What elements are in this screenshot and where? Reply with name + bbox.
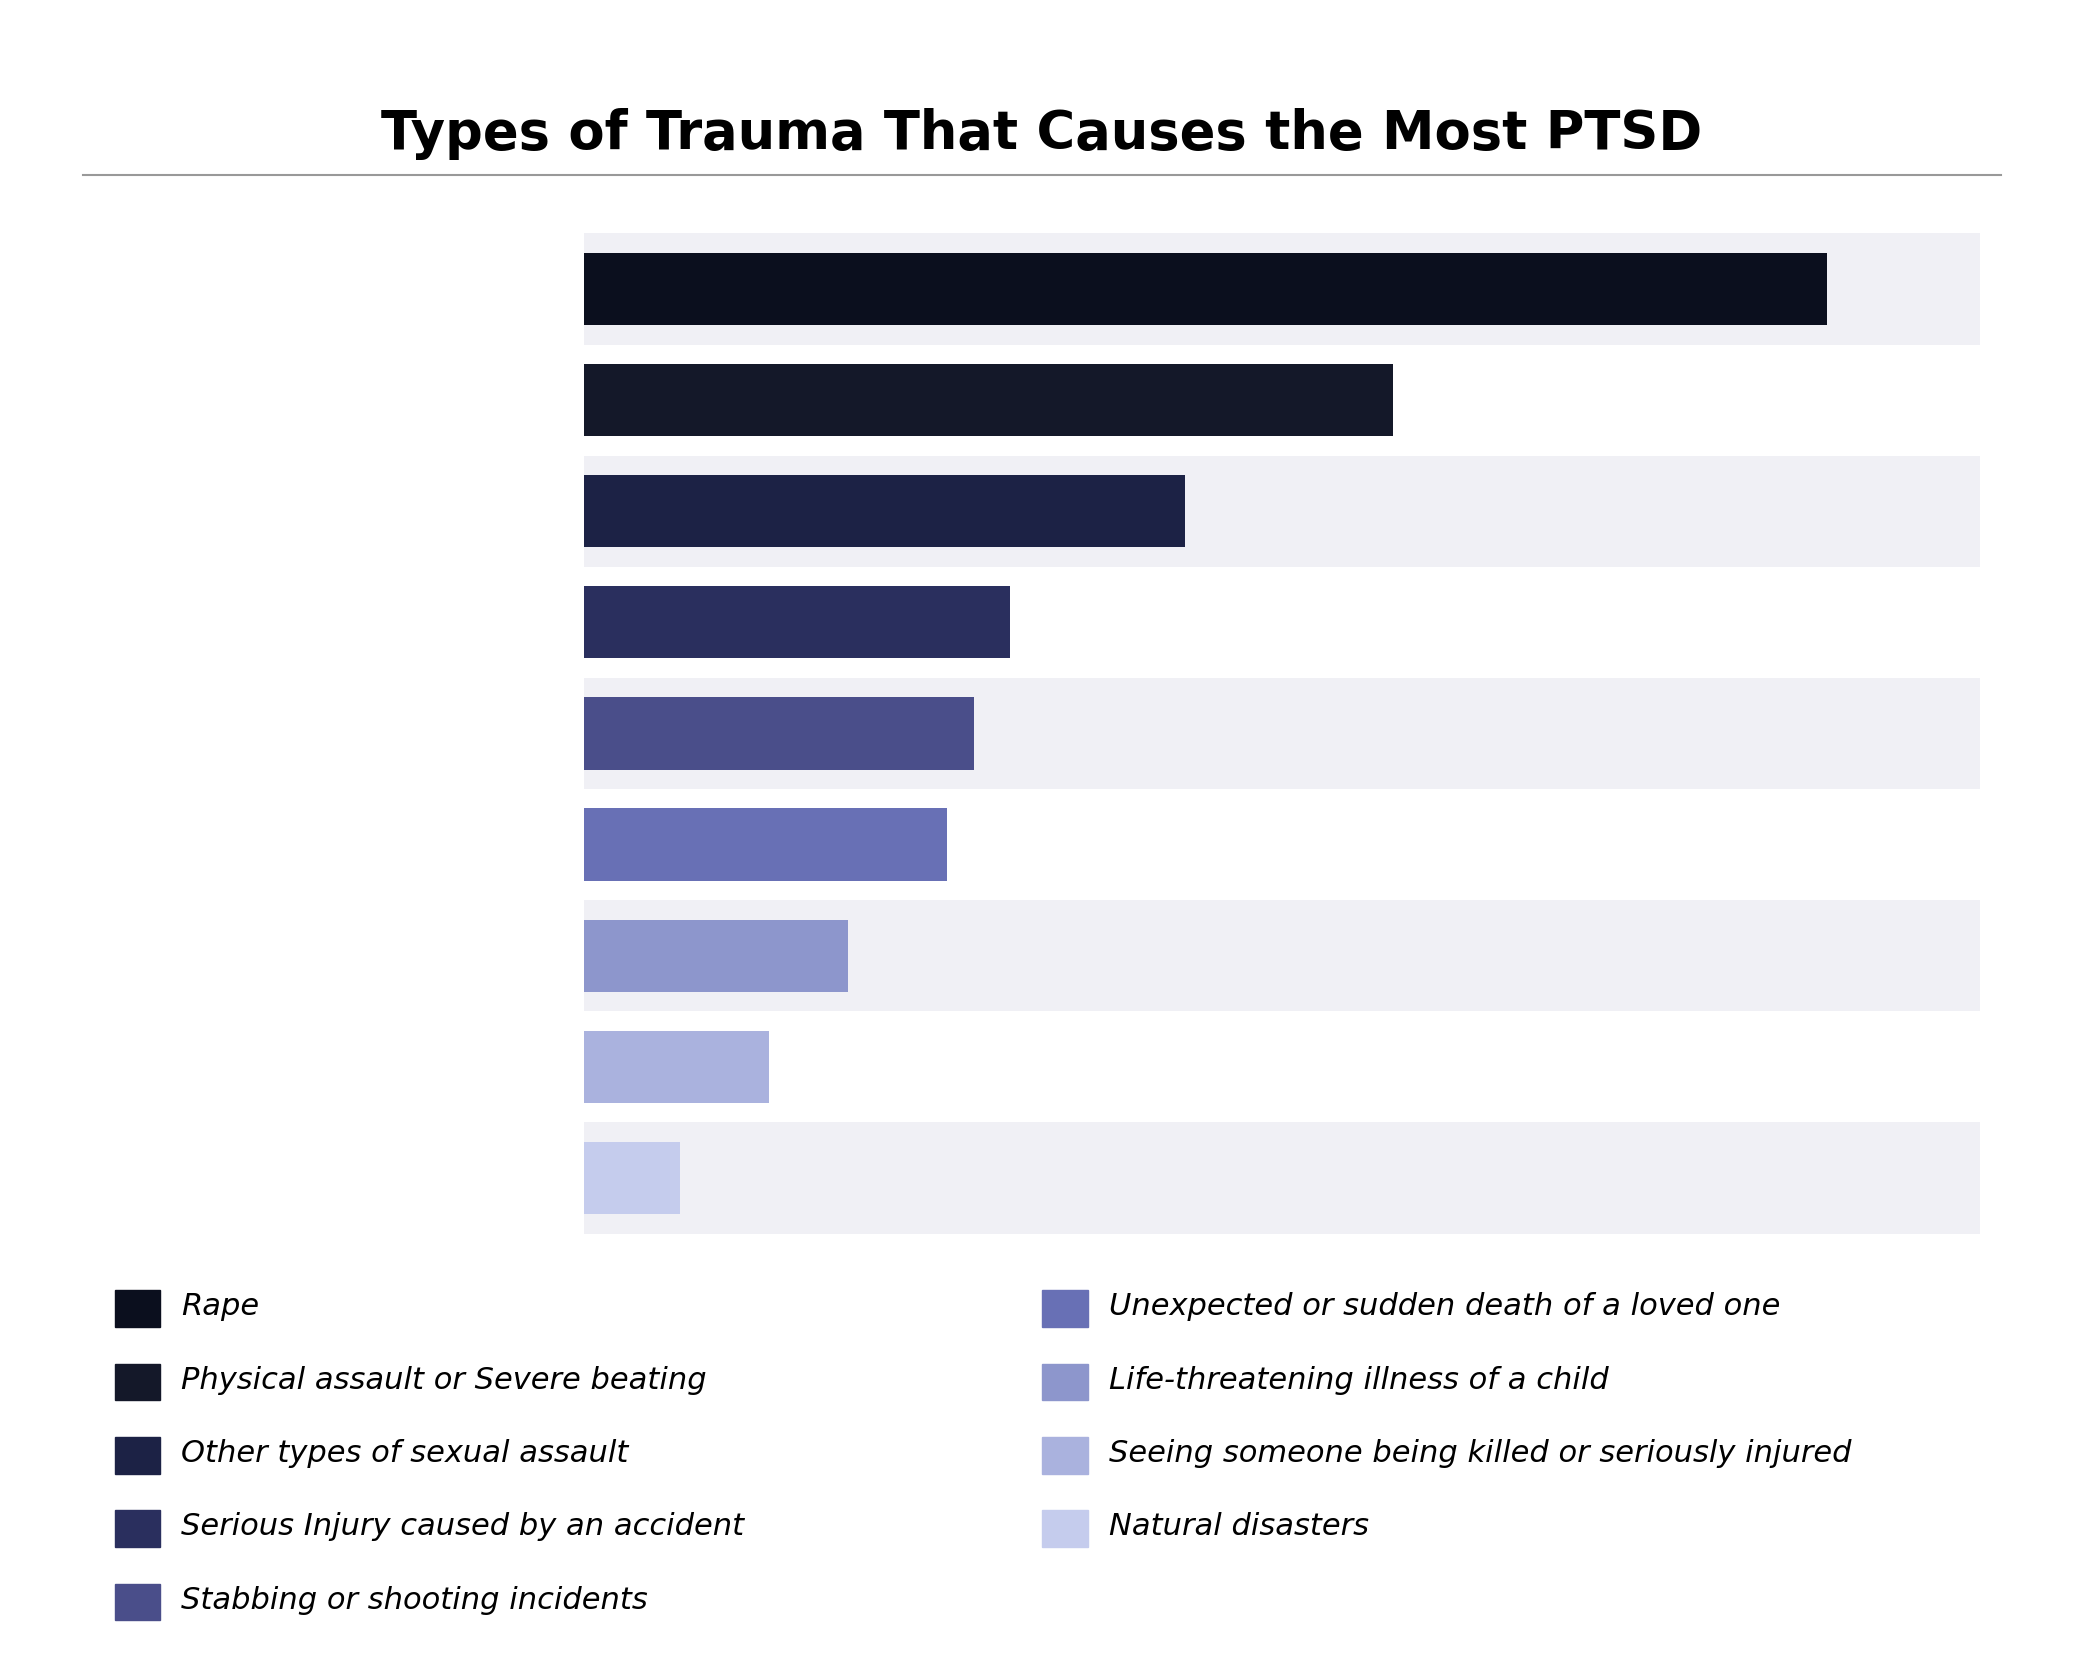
Text: Seeing someone being killed or seriously injured: Seeing someone being killed or seriously… [1109,1439,1851,1469]
Bar [584,587,1011,658]
Text: Types of Trauma That Causes the Most PTSD: Types of Trauma That Causes the Most PTS… [381,108,1703,160]
Text: Physical assault or Severe beating: Physical assault or Severe beating [181,1365,706,1395]
Bar [584,1122,1980,1234]
Bar [584,808,946,880]
Bar [584,1030,769,1104]
Bar [584,920,848,992]
Bar [584,900,1980,1012]
Bar [584,233,1980,345]
Bar [584,475,1186,547]
Bar [584,697,975,770]
Text: Other types of sexual assault: Other types of sexual assault [181,1439,629,1469]
Bar [584,1142,679,1214]
Text: Rape: Rape [181,1292,258,1322]
Bar [584,678,1980,788]
Bar [584,345,1980,455]
Text: Stabbing or shooting incidents: Stabbing or shooting incidents [181,1585,648,1615]
Text: Unexpected or sudden death of a loved one: Unexpected or sudden death of a loved on… [1109,1292,1780,1322]
Bar [584,1012,1980,1122]
Bar [584,253,1828,325]
Text: Serious Injury caused by an accident: Serious Injury caused by an accident [181,1512,744,1542]
Text: Natural disasters: Natural disasters [1109,1512,1369,1542]
Bar [584,788,1980,900]
Bar [584,567,1980,678]
Bar [584,363,1394,437]
Text: Life-threatening illness of a child: Life-threatening illness of a child [1109,1365,1609,1395]
Bar [584,455,1980,567]
